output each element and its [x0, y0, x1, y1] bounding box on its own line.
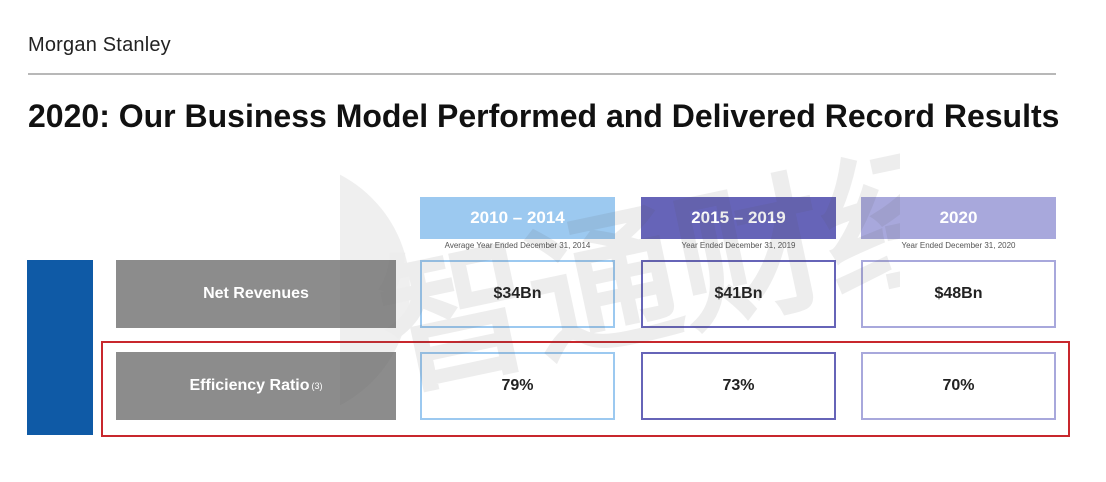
column-header-2015-2019: 2015 – 2019	[641, 197, 836, 239]
cell-net-revenues-2010-2014: $34Bn	[420, 260, 615, 328]
cell-net-revenues-2015-2019: $41Bn	[641, 260, 836, 328]
efficiency-ratio-highlight-box	[101, 341, 1070, 437]
cell-efficiency-ratio-2010-2014: 79%	[420, 352, 615, 420]
column-subtitle-2010-2014: Average Year Ended December 31, 2014	[444, 241, 591, 250]
cell-efficiency-ratio-2015-2019: 73%	[641, 352, 836, 420]
footnote-marker: (3)	[311, 381, 323, 391]
sidebar-accent-bar	[27, 260, 93, 435]
row-label-text: Net Revenues	[203, 285, 309, 302]
morgan-stanley-logo: Morgan Stanley	[28, 34, 171, 56]
row-label-net-revenues: Net Revenues	[116, 260, 396, 328]
column-header-2020: 2020	[861, 197, 1056, 239]
row-label-text: Efficiency Ratio	[189, 377, 310, 394]
header-divider	[28, 73, 1056, 75]
cell-net-revenues-2020: $48Bn	[861, 260, 1056, 328]
column-subtitle-2015-2019: Year Ended December 31, 2019	[681, 241, 796, 250]
column-subtitle-2020: Year Ended December 31, 2020	[901, 241, 1016, 250]
cell-efficiency-ratio-2020: 70%	[861, 352, 1056, 420]
column-header-2010-2014: 2010 – 2014	[420, 197, 615, 239]
page-title: 2020: Our Business Model Performed and D…	[28, 98, 1060, 134]
row-label-efficiency-ratio: Efficiency Ratio (3)	[116, 352, 396, 420]
